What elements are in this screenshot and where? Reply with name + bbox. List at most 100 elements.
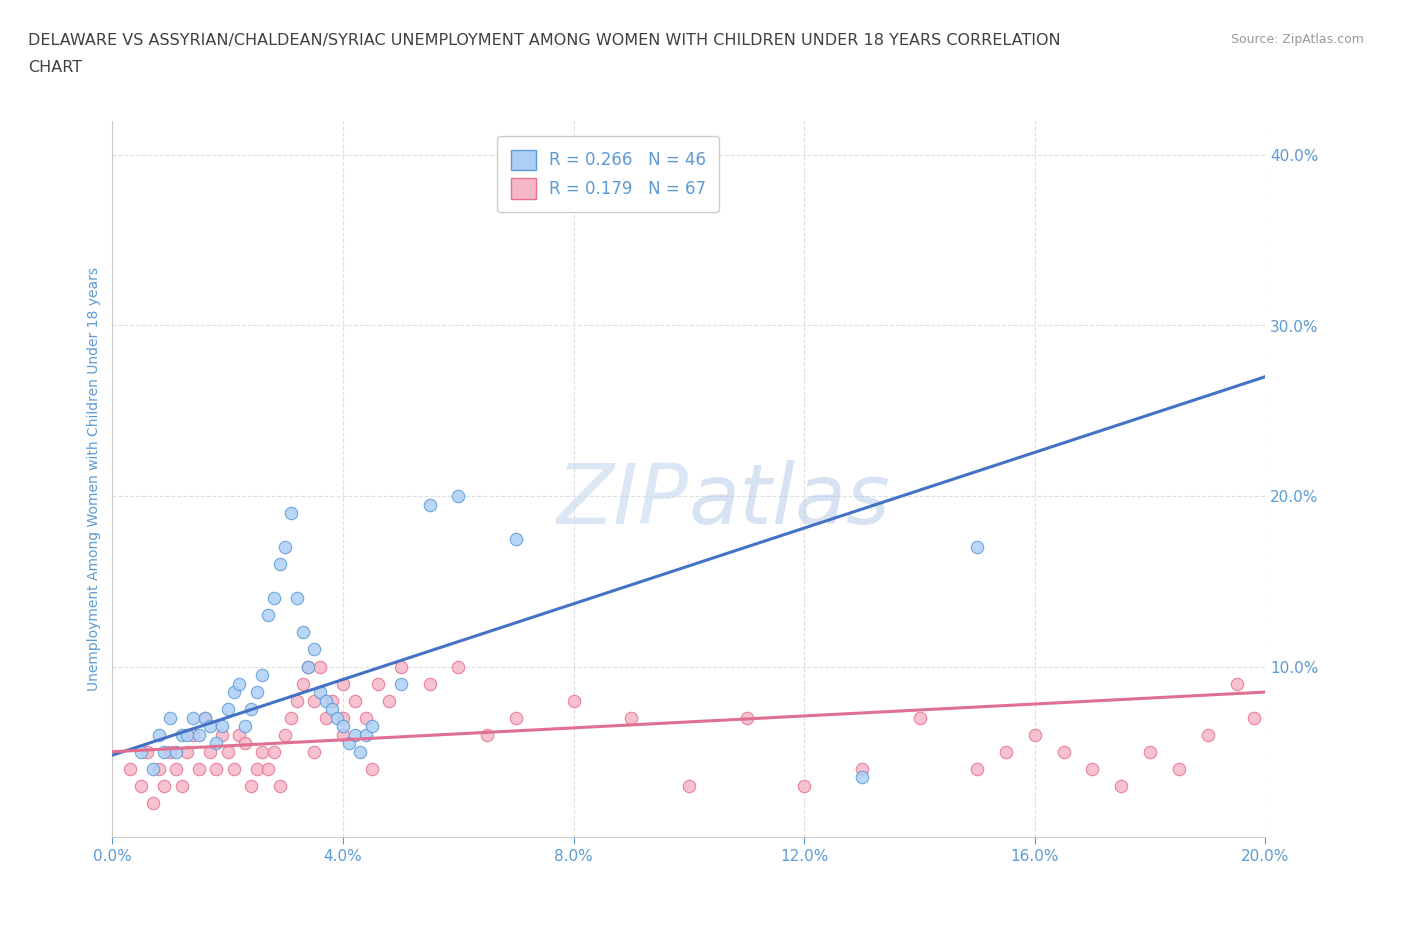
Point <box>419 497 441 512</box>
Point <box>1243 711 1265 725</box>
Point <box>332 676 354 691</box>
Point <box>205 762 228 777</box>
Point <box>188 762 211 777</box>
Point <box>291 625 314 640</box>
Point <box>367 676 389 691</box>
Point <box>269 778 291 793</box>
Point <box>148 762 170 777</box>
Point <box>304 744 326 759</box>
Point <box>1024 727 1046 742</box>
Point <box>159 744 181 759</box>
Point <box>475 727 499 742</box>
Point <box>321 702 343 717</box>
Point <box>170 778 193 793</box>
Point <box>332 711 354 725</box>
Point <box>217 702 239 717</box>
Point <box>562 693 585 708</box>
Point <box>222 684 245 699</box>
Point <box>360 719 382 734</box>
Point <box>233 736 256 751</box>
Point <box>285 693 308 708</box>
Point <box>205 736 228 751</box>
Point <box>274 539 297 554</box>
Point <box>389 659 412 674</box>
Point <box>188 727 211 742</box>
Point <box>257 762 280 777</box>
Point <box>274 727 297 742</box>
Point <box>142 762 165 777</box>
Point <box>181 727 204 742</box>
Point <box>148 727 170 742</box>
Point <box>194 711 217 725</box>
Point <box>257 608 280 623</box>
Point <box>332 727 354 742</box>
Point <box>505 711 527 725</box>
Text: Source: ZipAtlas.com: Source: ZipAtlas.com <box>1230 33 1364 46</box>
Point <box>211 727 233 742</box>
Point <box>297 659 319 674</box>
Point <box>349 744 371 759</box>
Point <box>1053 744 1076 759</box>
Point <box>315 711 337 725</box>
Point <box>1111 778 1133 793</box>
Point <box>995 744 1018 759</box>
Point <box>165 762 187 777</box>
Point <box>354 711 377 725</box>
Point <box>170 727 193 742</box>
Point <box>360 762 382 777</box>
Point <box>211 719 233 734</box>
Point <box>321 693 343 708</box>
Point <box>129 778 153 793</box>
Point <box>153 778 176 793</box>
Point <box>252 668 274 683</box>
Point <box>239 702 262 717</box>
Text: ZIP: ZIP <box>557 460 689 541</box>
Point <box>332 719 354 734</box>
Point <box>343 693 366 708</box>
Point <box>447 488 470 503</box>
Point <box>217 744 239 759</box>
Point <box>233 719 256 734</box>
Point <box>252 744 274 759</box>
Point <box>505 531 527 546</box>
Point <box>1197 727 1219 742</box>
Point <box>228 676 250 691</box>
Point <box>280 711 302 725</box>
Point <box>228 727 250 742</box>
Point <box>309 659 332 674</box>
Point <box>153 744 176 759</box>
Point <box>419 676 441 691</box>
Point <box>851 770 873 785</box>
Point <box>620 711 643 725</box>
Point <box>246 762 269 777</box>
Point <box>136 744 159 759</box>
Legend: R = 0.266   N = 46, R = 0.179   N = 67: R = 0.266 N = 46, R = 0.179 N = 67 <box>498 137 720 212</box>
Point <box>678 778 700 793</box>
Point <box>118 762 141 777</box>
Point <box>447 659 470 674</box>
Point <box>1167 762 1189 777</box>
Point <box>326 711 349 725</box>
Point <box>1081 762 1104 777</box>
Point <box>908 711 931 725</box>
Point <box>1226 676 1249 691</box>
Point <box>176 727 198 742</box>
Point <box>343 727 366 742</box>
Text: CHART: CHART <box>28 60 82 75</box>
Y-axis label: Unemployment Among Women with Children Under 18 years: Unemployment Among Women with Children U… <box>87 267 101 691</box>
Point <box>200 744 222 759</box>
Point <box>181 711 204 725</box>
Point <box>297 659 319 674</box>
Point <box>200 719 222 734</box>
Point <box>291 676 314 691</box>
Point <box>159 711 181 725</box>
Text: atlas: atlas <box>689 460 890 541</box>
Point <box>793 778 815 793</box>
Point <box>966 762 988 777</box>
Point <box>735 711 758 725</box>
Text: DELAWARE VS ASSYRIAN/CHALDEAN/SYRIAC UNEMPLOYMENT AMONG WOMEN WITH CHILDREN UNDE: DELAWARE VS ASSYRIAN/CHALDEAN/SYRIAC UNE… <box>28 33 1060 47</box>
Point <box>337 736 360 751</box>
Point <box>222 762 245 777</box>
Point <box>354 727 377 742</box>
Point <box>239 778 262 793</box>
